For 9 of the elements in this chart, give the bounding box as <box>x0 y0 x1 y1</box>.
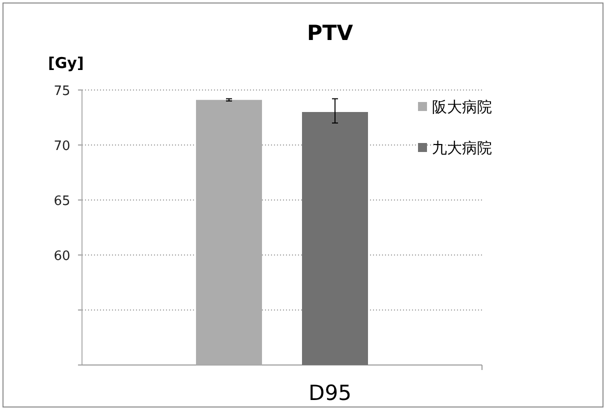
chart-title: PTV <box>307 21 354 45</box>
y-tick-label: 75 <box>54 84 70 99</box>
y-axis-title: [Gy] <box>48 54 84 72</box>
x-axis-title: D95 <box>308 381 352 405</box>
y-tick-label: 70 <box>54 139 70 154</box>
y-tick-label: 60 <box>54 249 70 264</box>
legend-label: 九大病院 <box>432 140 492 157</box>
y-tick-label: 65 <box>54 194 70 209</box>
legend-label: 阪大病院 <box>432 99 492 116</box>
